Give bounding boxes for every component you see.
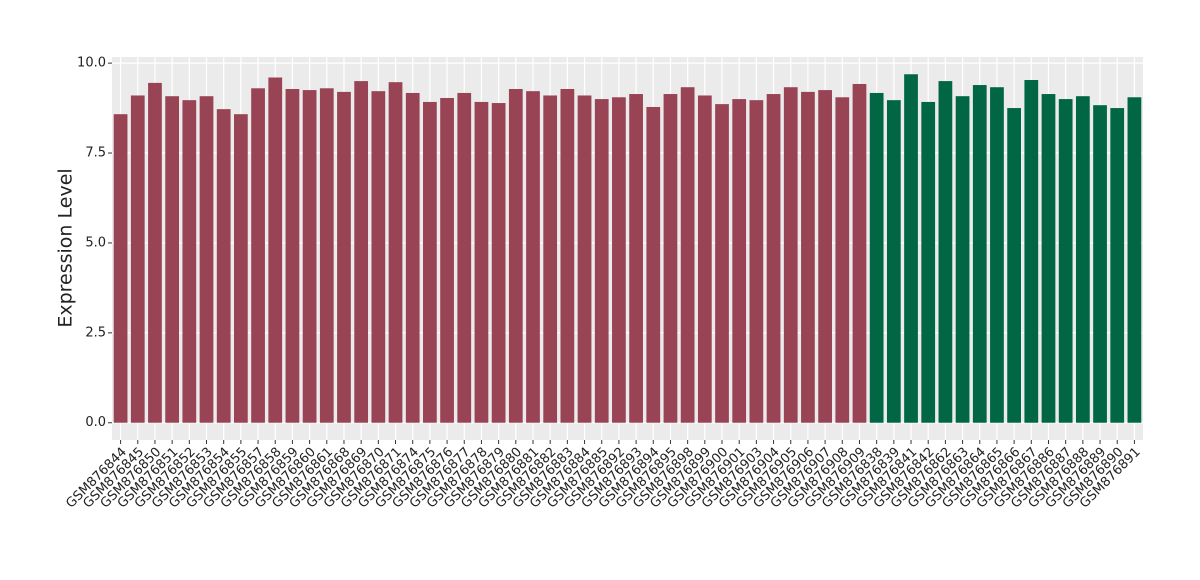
bar xyxy=(1058,99,1073,423)
bar xyxy=(405,92,420,423)
bar xyxy=(354,81,369,423)
bar xyxy=(148,82,162,423)
bar xyxy=(801,91,815,423)
bar xyxy=(749,100,764,423)
bar xyxy=(113,114,128,423)
bar xyxy=(886,100,901,423)
bar xyxy=(1007,108,1021,423)
bar xyxy=(663,94,678,423)
y-tick-label: 7.5 xyxy=(85,146,106,161)
bar xyxy=(680,87,695,423)
bar xyxy=(732,99,747,423)
bar xyxy=(938,81,953,423)
bar xyxy=(1093,105,1107,423)
bar xyxy=(388,82,403,423)
bar xyxy=(440,97,454,423)
bar xyxy=(869,92,884,423)
bar xyxy=(268,77,283,423)
bar xyxy=(199,96,214,423)
bar xyxy=(783,87,798,423)
y-axis-title: Expression Level xyxy=(55,168,77,327)
bar xyxy=(921,101,936,423)
y-tick-label: 2.5 xyxy=(85,325,106,340)
bar xyxy=(715,104,729,423)
bar xyxy=(646,106,661,423)
bar xyxy=(955,96,970,423)
bar xyxy=(818,90,832,423)
bar xyxy=(990,87,1004,423)
bar xyxy=(491,103,506,423)
bar xyxy=(216,109,231,423)
bar xyxy=(852,83,867,423)
plot-panel xyxy=(112,57,1143,440)
bar xyxy=(285,89,300,423)
y-tick-label: 10.0 xyxy=(77,56,106,71)
bar xyxy=(835,97,850,423)
bar xyxy=(457,92,472,423)
bar xyxy=(474,101,489,423)
y-tick-label: 0.0 xyxy=(85,415,106,430)
bar xyxy=(766,94,781,423)
bar xyxy=(165,96,180,423)
bar xyxy=(302,90,317,423)
bar xyxy=(697,95,712,423)
y-tick-label: 5.0 xyxy=(85,235,106,250)
bar xyxy=(543,95,558,423)
bar xyxy=(577,95,592,423)
bar xyxy=(972,85,987,423)
bar xyxy=(508,89,523,423)
bar xyxy=(371,91,386,423)
bar xyxy=(1127,97,1142,423)
bar xyxy=(629,94,643,423)
bar xyxy=(1110,108,1125,423)
bar xyxy=(612,97,626,423)
bar xyxy=(1024,80,1039,423)
bar xyxy=(251,88,265,423)
bar xyxy=(594,99,609,423)
bar xyxy=(130,95,145,423)
bar xyxy=(526,91,540,423)
bar xyxy=(1041,94,1056,423)
bar xyxy=(337,91,351,423)
bar xyxy=(234,114,248,423)
bar xyxy=(560,89,575,423)
bar xyxy=(423,101,437,423)
bar xyxy=(904,74,918,423)
bar xyxy=(182,100,197,423)
bar xyxy=(319,88,334,423)
bar xyxy=(1075,96,1090,423)
